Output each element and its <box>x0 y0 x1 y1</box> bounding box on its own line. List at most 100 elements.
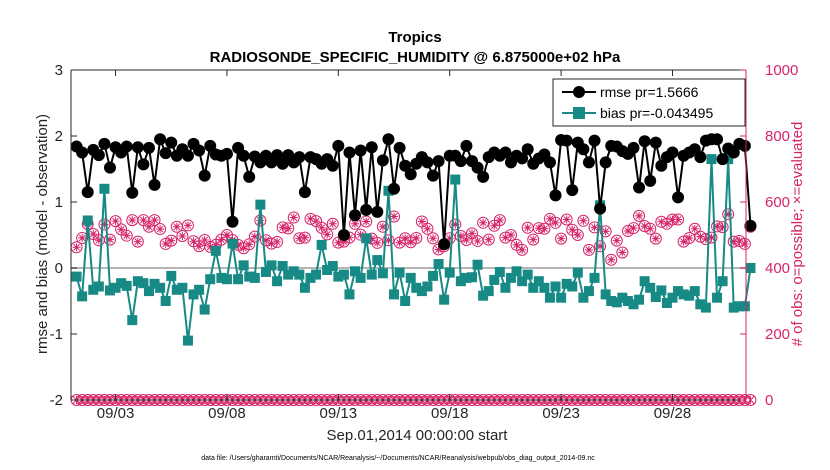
rmse-point <box>477 170 490 183</box>
bias-point <box>71 271 82 282</box>
possible-obs-asterisk <box>490 221 499 230</box>
possible-obs-circle <box>131 235 144 248</box>
bias-point <box>433 259 444 270</box>
rmse-point <box>376 154 389 167</box>
y-tick-label: 1 <box>55 194 63 211</box>
possible-obs-asterisk <box>339 237 348 246</box>
axes: -2 -1 0 1 2 3 0 200 400 600 800 1000 09/03 09/08 09/13… <box>50 62 799 422</box>
possible-obs-marker <box>516 243 529 256</box>
y-tick-label: -2 <box>50 392 63 409</box>
bias-point <box>505 272 516 283</box>
bias-point <box>182 335 193 346</box>
bias-point <box>550 281 561 292</box>
rmse-point <box>332 139 345 152</box>
possible-obs-marker <box>76 231 89 244</box>
possible-obs-circle <box>248 230 261 243</box>
bias-point <box>673 286 684 297</box>
possible-obs-asterisk <box>467 229 476 238</box>
bias-point <box>717 276 728 287</box>
bias-point <box>745 263 756 273</box>
possible-obs-asterisk <box>356 230 365 239</box>
possible-obs-asterisk <box>72 243 81 252</box>
bias-point <box>221 274 232 285</box>
possible-obs-marker <box>415 215 428 228</box>
possible-obs-asterisk <box>618 248 627 257</box>
rmse-point <box>649 136 662 149</box>
possible-obs-asterisk <box>696 232 705 241</box>
bias-point <box>361 233 372 244</box>
possible-obs-marker <box>460 233 473 246</box>
possible-obs-asterisk <box>479 218 488 227</box>
possible-obs-circle <box>610 234 623 247</box>
possible-obs-marker <box>527 233 540 246</box>
possible-obs-circle <box>527 233 540 246</box>
rmse-point <box>76 146 89 159</box>
possible-obs-asterisk <box>117 225 126 234</box>
bias-point <box>617 292 628 303</box>
possible-obs-asterisk <box>607 255 616 264</box>
possible-obs-marker <box>465 227 478 240</box>
possible-obs-marker <box>627 222 640 235</box>
rmse-point <box>666 146 679 159</box>
possible-obs-circle <box>282 222 295 235</box>
bias-point <box>138 278 149 289</box>
rmse-point <box>349 209 362 222</box>
rmse-point <box>98 137 111 150</box>
rmse-point <box>694 151 707 164</box>
rmse-point <box>343 146 356 159</box>
possible-obs-circle <box>582 243 595 256</box>
y-right-tick-label: 200 <box>765 326 790 343</box>
bias-point <box>578 292 589 303</box>
rmse-point <box>131 141 144 154</box>
bias-point <box>210 245 221 256</box>
rmse-point <box>672 191 685 204</box>
possible-obs-circle <box>493 214 506 227</box>
possible-obs-asterisk <box>273 237 282 246</box>
chart-title: Tropics <box>388 29 441 46</box>
bias-point <box>132 276 143 287</box>
possible-obs-asterisk <box>390 212 399 221</box>
rmse-point <box>142 141 155 154</box>
possible-obs-asterisk <box>94 236 103 245</box>
possible-obs-asterisk <box>523 223 532 232</box>
bias-point <box>695 299 706 310</box>
possible-obs-circle <box>649 232 662 245</box>
possible-obs-asterisk <box>284 224 293 233</box>
bias-point <box>606 296 617 306</box>
bias-point <box>572 267 583 278</box>
possible-obs-asterisk <box>557 234 566 243</box>
possible-obs-marker <box>560 213 573 226</box>
bias-point <box>533 276 544 287</box>
y-right-tick-label: 400 <box>765 260 790 277</box>
possible-obs-marker <box>477 216 490 229</box>
bias-point <box>472 259 483 270</box>
possible-obs-marker <box>142 220 155 233</box>
bias-point <box>483 286 494 297</box>
possible-obs-asterisk <box>551 218 560 227</box>
possible-obs-marker <box>449 218 462 231</box>
possible-obs-asterisk <box>183 221 192 230</box>
bias-point <box>93 281 104 292</box>
possible-obs-asterisk <box>434 245 443 254</box>
bias-point <box>689 286 700 297</box>
possible-obs-asterisk <box>690 224 699 233</box>
bias-point <box>556 292 567 303</box>
possible-obs-asterisk <box>89 230 98 239</box>
rmse-point <box>438 238 451 251</box>
bias-point <box>77 291 88 302</box>
possible-obs-asterisk <box>573 231 582 239</box>
rmse-point <box>521 143 534 156</box>
rmse-point <box>627 141 640 154</box>
bias-point <box>322 264 333 275</box>
possible-obs-asterisk <box>740 239 749 248</box>
x-tick-label: 09/18 <box>431 405 469 422</box>
bias-point <box>366 269 377 280</box>
possible-obs-asterisk <box>239 244 248 253</box>
possible-obs-asterisk <box>674 215 683 224</box>
possible-obs-marker <box>599 225 612 238</box>
bias-point <box>539 282 550 293</box>
bias-point <box>294 269 305 280</box>
y-right-tick-label: 0 <box>765 392 773 409</box>
bias-point <box>634 294 645 305</box>
rmse-point <box>126 186 139 199</box>
